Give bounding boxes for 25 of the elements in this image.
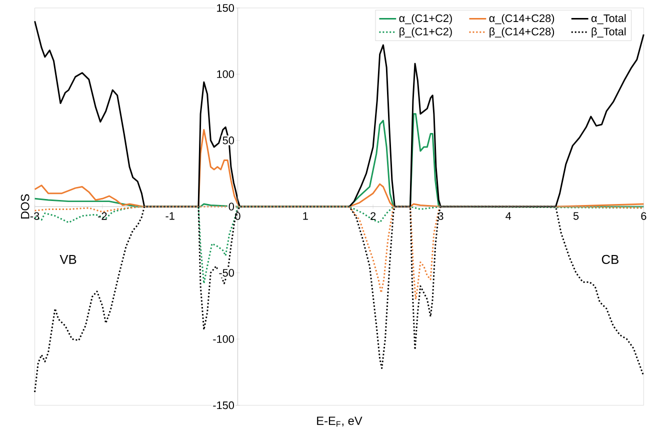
x-tick-label: -1: [166, 212, 174, 220]
x-tick-label: 3: [438, 212, 444, 220]
y-axis-title: DOS: [20, 194, 30, 218]
y-tick-label: 150: [217, 4, 234, 12]
x-tick-label: 2: [370, 212, 376, 220]
annotation: VB: [60, 255, 76, 264]
x-tick-label: -2: [98, 212, 107, 220]
y-tick-label: 100: [217, 70, 234, 78]
x-tick-label: 6: [641, 212, 646, 220]
annotation: CB: [602, 254, 618, 264]
x-tick-label: 1: [303, 212, 308, 220]
x-tick-label: 5: [573, 212, 579, 220]
y-tick-label: -100: [213, 335, 234, 343]
legend-label: β_(C14+C28): [490, 27, 554, 38]
y-tick-label: -150: [213, 401, 234, 410]
legend-label: β_Total: [592, 27, 626, 38]
x-tick-label: 0: [235, 212, 240, 220]
legend-label: β_(C1+C2): [400, 27, 452, 38]
x-tick-label: -3: [30, 212, 40, 220]
legend-label: α_(C1+C2): [399, 14, 452, 24]
x-axis-title: E-E$_{F}$, eV: [317, 416, 362, 427]
x-tick-label: 4: [506, 212, 512, 220]
y-tick-label: 0: [228, 202, 234, 210]
legend-label: α_(C14+C28): [489, 14, 554, 24]
legend-label: α_Total: [591, 14, 626, 24]
